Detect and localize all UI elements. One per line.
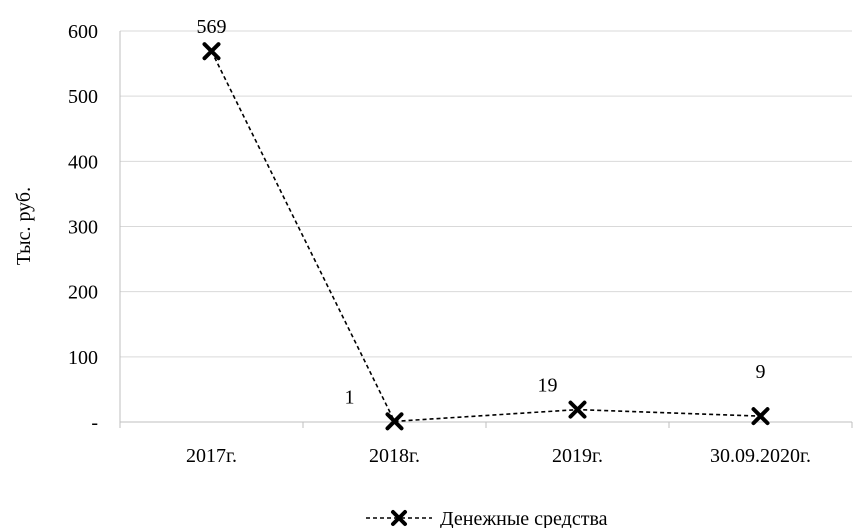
y-tick-label: 600	[68, 21, 98, 43]
gridlines	[120, 30, 852, 358]
data-point-marker	[568, 400, 587, 419]
y-tick-label: 100	[68, 347, 98, 369]
series-group	[202, 42, 770, 431]
axes	[119, 31, 853, 428]
y-axis-title: Тыс. руб.	[13, 187, 35, 265]
x-tick-label: 2019г.	[552, 445, 603, 467]
data-point-marker	[751, 407, 770, 426]
data-point-marker	[202, 42, 221, 61]
y-tick-label: 400	[68, 151, 98, 173]
legend-marker	[391, 510, 407, 526]
x-tick-label: 2017г.	[186, 445, 237, 467]
y-tick-labels: - 100 200 300 400 500 600	[68, 21, 98, 434]
y-tick-label: 300	[68, 217, 98, 239]
y-tick-label: -	[91, 412, 98, 434]
y-tick-label: 200	[68, 282, 98, 304]
data-labels: 569 1 19 9	[197, 16, 766, 408]
x-tick-label: 2018г.	[369, 445, 420, 467]
data-point-marker	[385, 412, 404, 431]
data-label: 569	[197, 16, 227, 38]
data-label: 9	[756, 361, 766, 383]
legend-label: Денежные средства	[440, 508, 608, 528]
x-tick-labels: 2017г. 2018г. 2019г. 30.09.2020г.	[186, 445, 811, 467]
y-tick-label: 500	[68, 86, 98, 108]
series-line	[210, 50, 761, 423]
data-label: 19	[538, 375, 558, 397]
data-label: 1	[345, 386, 355, 408]
x-tick-label: 30.09.2020г.	[710, 445, 811, 467]
legend: Денежные средства	[366, 508, 608, 528]
